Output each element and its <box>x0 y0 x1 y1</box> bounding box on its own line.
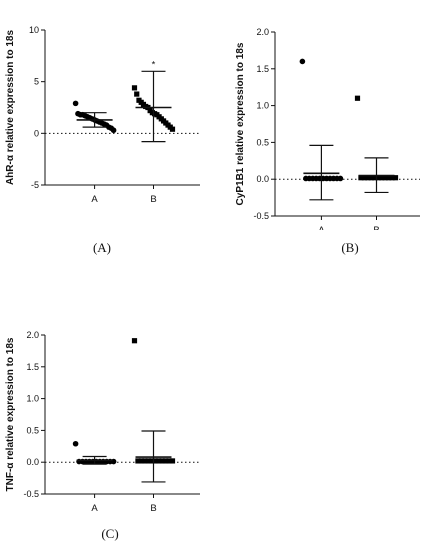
data-point <box>365 175 371 181</box>
chart-a: -5 0 5 10 AhR-α relative expression to 18s A B… <box>5 25 200 205</box>
y-tick-label: -0.5 <box>23 489 39 499</box>
data-point <box>72 440 79 447</box>
x-tick-label: A <box>91 194 98 205</box>
x-tick-label: B <box>373 225 379 230</box>
data-point <box>389 175 395 181</box>
y-tick-label: 0.0 <box>256 174 269 184</box>
data-point <box>169 126 176 132</box>
y-tick-label: 1.5 <box>26 362 39 372</box>
data-point <box>156 458 162 464</box>
data-point <box>159 458 165 464</box>
y-tick-label: -5 <box>31 180 39 190</box>
panel-c: -0.5 0.0 0.5 1.0 1.5 2.0 TNF-α relative expres… <box>0 320 220 525</box>
panel-b: -0.5 0.0 0.5 1.0 1.5 2.0 CyP1B1 relative expre… <box>230 0 443 236</box>
x-tick-label: B <box>150 194 156 205</box>
data-point <box>138 458 145 464</box>
data-point <box>354 95 361 101</box>
caption-b-text: (B) <box>341 240 359 255</box>
significance-marker: * <box>152 59 156 70</box>
caption-b: (B) <box>320 240 380 256</box>
data-point <box>162 458 169 464</box>
data-point <box>337 175 344 182</box>
y-tick-label: -0.5 <box>253 211 269 221</box>
data-point <box>135 458 141 464</box>
x-tick-label: A <box>318 225 325 230</box>
data-point <box>358 175 364 181</box>
y-axis-label: CyP1B1 relative expression to 18s <box>235 42 246 205</box>
y-tick-label: 10 <box>29 25 39 35</box>
y-tick-label: 0.0 <box>26 457 39 467</box>
caption-a: (A) <box>72 240 132 256</box>
caption-c: (C) <box>80 526 140 542</box>
data-point <box>72 100 79 107</box>
data-point <box>152 458 158 464</box>
data-point <box>110 127 117 134</box>
data-point <box>368 175 374 181</box>
y-axis-label: AhR-α relative expression to 18s <box>5 30 16 186</box>
y-tick-label: 1.5 <box>256 64 269 74</box>
chart-b: -0.5 0.0 0.5 1.0 1.5 2.0 CyP1B1 relative expre… <box>235 27 420 236</box>
y-tick-label: 2.0 <box>256 27 269 37</box>
y-tick-label: 0 <box>34 128 39 138</box>
data-point <box>145 458 151 464</box>
y-tick-label: 0.5 <box>26 425 39 435</box>
panel-a: -5 0 5 10 AhR-α relative expression to 18s A B… <box>0 0 220 230</box>
data-point <box>142 458 148 464</box>
y-tick-label: 5 <box>34 77 39 87</box>
data-point <box>361 175 368 181</box>
x-tick-label: B <box>150 503 156 514</box>
data-point <box>392 175 399 181</box>
caption-c-text: (C) <box>101 526 119 541</box>
data-point <box>375 175 381 181</box>
data-point <box>131 338 138 344</box>
data-point <box>131 85 138 91</box>
x-tick-label: A <box>91 503 98 514</box>
data-point <box>134 91 140 97</box>
data-point <box>149 458 155 464</box>
y-tick-label: 1.0 <box>26 394 39 404</box>
data-point <box>166 458 172 464</box>
y-tick-label: 1.0 <box>256 101 269 111</box>
y-axis-label: TNF-α relative expression to 18s <box>5 337 16 491</box>
data-point <box>169 458 176 464</box>
y-tick-label: 0.5 <box>256 137 269 147</box>
chart-c: -0.5 0.0 0.5 1.0 1.5 2.0 TNF-α relative expres… <box>5 330 200 514</box>
data-point <box>379 175 385 181</box>
caption-a-text: (A) <box>92 240 112 255</box>
data-point <box>372 175 378 181</box>
y-tick-label: 2.0 <box>26 330 39 340</box>
data-point <box>299 58 306 65</box>
data-point <box>382 175 388 181</box>
data-point <box>385 175 392 181</box>
